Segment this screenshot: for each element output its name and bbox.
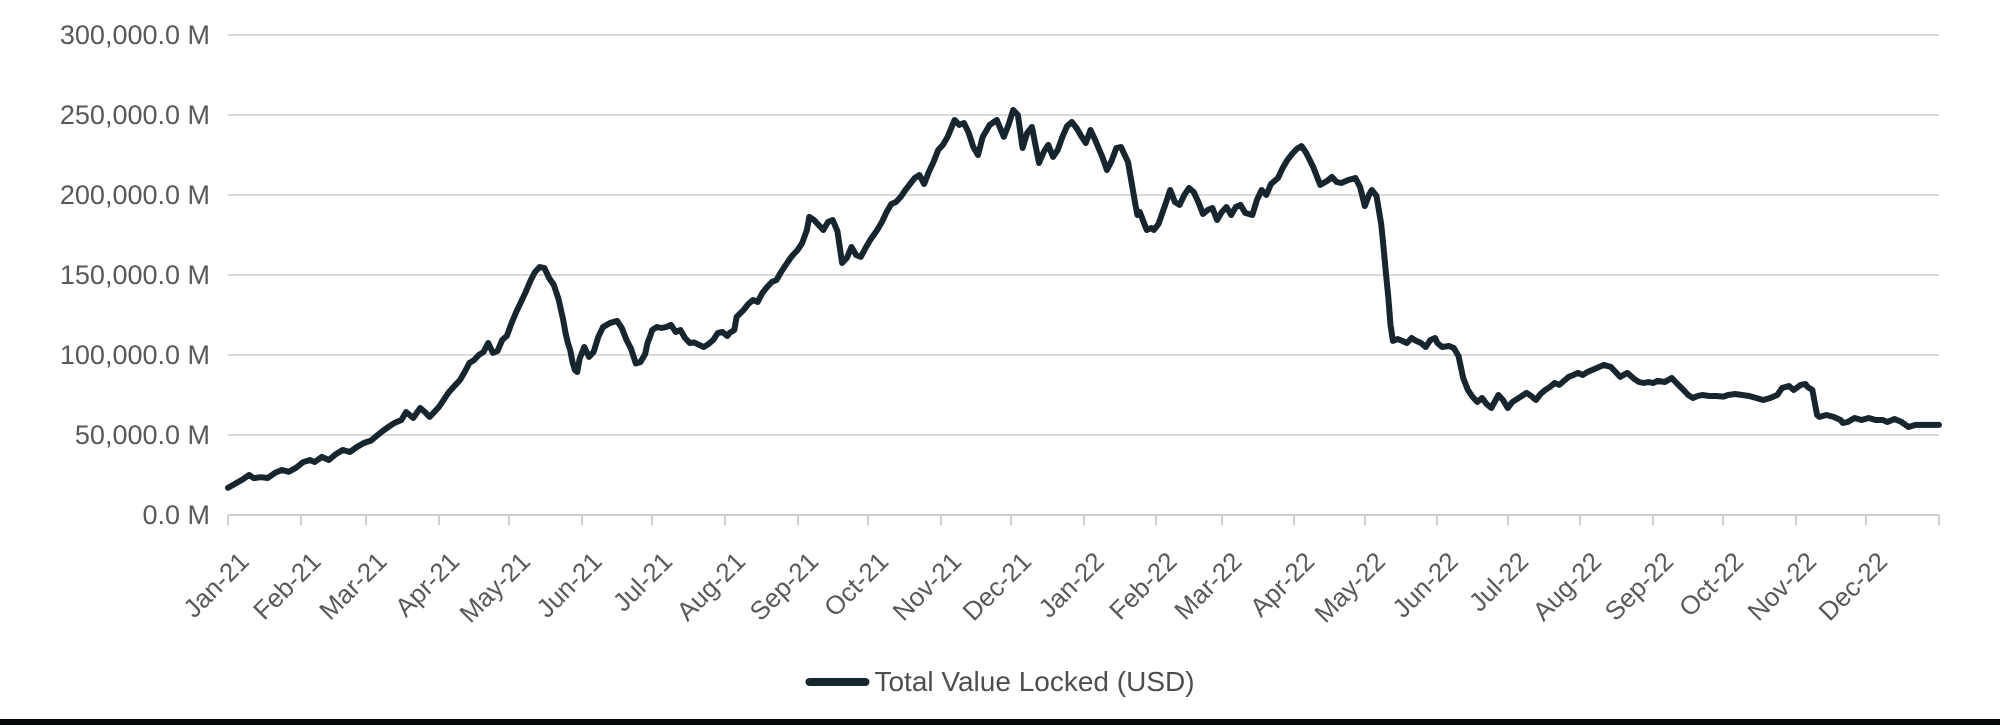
footer-divider-bar (0, 719, 2000, 725)
y-axis-tick-label: 150,000.0 M (59, 260, 210, 290)
x-axis-tick (1082, 515, 1085, 525)
x-axis-tick (1795, 515, 1798, 525)
x-axis-tick (1363, 515, 1366, 525)
x-axis-tick (1865, 515, 1868, 525)
x-axis-tick (1938, 515, 1940, 525)
x-axis-tick (1506, 515, 1509, 525)
x-axis-tick (1293, 515, 1296, 525)
x-axis-tick (365, 515, 368, 525)
gridline (228, 354, 1939, 356)
x-axis-tick (227, 515, 229, 525)
gridline (228, 194, 1939, 196)
y-axis-tick-label: 100,000.0 M (59, 340, 210, 370)
tvl-line (225, 107, 1942, 491)
gridline (228, 34, 1939, 36)
y-axis-tick-label: 50,000.0 M (74, 420, 210, 450)
legend: Total Value Locked (USD) (805, 666, 1195, 698)
x-axis-tick (580, 515, 583, 525)
x-axis-tick (1722, 515, 1725, 525)
x-axis-tick (1436, 515, 1439, 525)
gridline (228, 274, 1939, 276)
x-axis-tick (437, 515, 440, 525)
x-axis-tick (866, 515, 869, 525)
x-axis-tick (796, 515, 799, 525)
y-axis-tick-label: 300,000.0 M (59, 20, 210, 50)
x-axis-tick (939, 515, 942, 525)
x-axis-tick (299, 515, 302, 525)
gridline (228, 434, 1939, 436)
x-axis-tick (1579, 515, 1582, 525)
legend-label: Total Value Locked (USD) (874, 666, 1195, 697)
x-axis-tick (651, 515, 654, 525)
y-axis-tick-label: 200,000.0 M (59, 180, 210, 210)
x-axis-tick (723, 515, 726, 525)
x-axis-tick (1155, 515, 1158, 525)
y-axis-tick-label: 0.0 M (142, 500, 210, 530)
x-axis-tick (1220, 515, 1223, 525)
legend-line-swatch (805, 678, 870, 686)
x-axis-tick (1652, 515, 1655, 525)
x-axis-tick (508, 515, 511, 525)
y-axis-tick-label: 250,000.0 M (59, 100, 210, 130)
x-axis-tick (1009, 515, 1012, 525)
gridline (228, 114, 1939, 116)
